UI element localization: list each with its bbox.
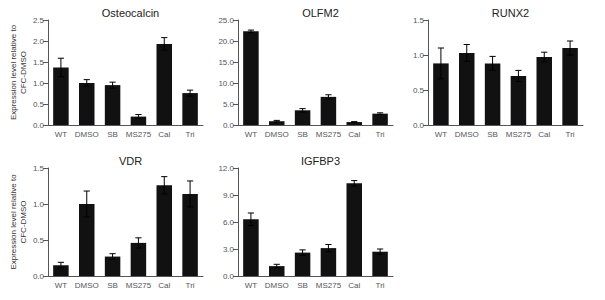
svg-text:Tri: Tri <box>566 130 575 139</box>
svg-text:SB: SB <box>297 130 308 139</box>
svg-text:SB: SB <box>487 130 498 139</box>
svg-text:1.0: 1.0 <box>33 200 45 209</box>
svg-text:MS275: MS275 <box>316 130 342 139</box>
svg-text:10.0: 10.0 <box>218 79 234 88</box>
svg-text:25.0: 25.0 <box>218 16 234 25</box>
svg-text:9.0: 9.0 <box>223 191 235 200</box>
svg-text:0.5: 0.5 <box>413 86 425 95</box>
svg-text:Tri: Tri <box>186 281 195 290</box>
svg-text:DMSO: DMSO <box>75 281 99 290</box>
svg-text:12.0: 12.0 <box>218 164 234 173</box>
svg-text:Cal: Cal <box>158 130 170 139</box>
svg-text:Cal: Cal <box>348 130 360 139</box>
svg-text:VDR: VDR <box>119 155 142 167</box>
svg-text:1.5: 1.5 <box>33 58 45 67</box>
svg-text:WT: WT <box>245 130 258 139</box>
svg-text:WT: WT <box>55 281 68 290</box>
svg-text:1.0: 1.0 <box>413 51 425 60</box>
svg-text:MS275: MS275 <box>506 130 532 139</box>
svg-text:WT: WT <box>55 130 68 139</box>
svg-text:0.0: 0.0 <box>223 272 235 281</box>
svg-text:Cal: Cal <box>158 281 170 290</box>
svg-text:WT: WT <box>245 281 258 290</box>
svg-text:2.5: 2.5 <box>33 16 45 25</box>
svg-text:SB: SB <box>107 130 118 139</box>
svg-text:Tri: Tri <box>376 130 385 139</box>
svg-text:2.0: 2.0 <box>33 37 45 46</box>
svg-text:1.0: 1.0 <box>33 79 45 88</box>
svg-text:0.5: 0.5 <box>33 236 45 245</box>
svg-text:Tri: Tri <box>186 130 195 139</box>
svg-text:5.0: 5.0 <box>223 100 235 109</box>
svg-text:0.0: 0.0 <box>33 272 45 281</box>
svg-text:Osteocalcin: Osteocalcin <box>102 7 159 19</box>
svg-text:15.0: 15.0 <box>218 58 234 67</box>
svg-text:0.0: 0.0 <box>223 121 235 130</box>
svg-text:6.0: 6.0 <box>223 218 235 227</box>
svg-text:OLFM2: OLFM2 <box>302 7 339 19</box>
svg-text:RUNX2: RUNX2 <box>492 7 529 19</box>
svg-text:DMSO: DMSO <box>265 281 289 290</box>
svg-text:WT: WT <box>435 130 448 139</box>
svg-text:MS275: MS275 <box>126 281 152 290</box>
svg-text:IGFBP3: IGFBP3 <box>301 155 340 167</box>
svg-text:Expression level relative to: Expression level relative to <box>9 174 18 270</box>
svg-text:0.0: 0.0 <box>413 121 425 130</box>
svg-text:SB: SB <box>107 281 118 290</box>
svg-text:Cal: Cal <box>538 130 550 139</box>
svg-text:1.5: 1.5 <box>33 164 45 173</box>
svg-text:0.0: 0.0 <box>33 121 45 130</box>
svg-text:1.5: 1.5 <box>413 16 425 25</box>
svg-text:Cal: Cal <box>348 281 360 290</box>
svg-text:MS275: MS275 <box>126 130 152 139</box>
svg-text:DMSO: DMSO <box>75 130 99 139</box>
svg-text:20.0: 20.0 <box>218 37 234 46</box>
svg-text:DMSO: DMSO <box>455 130 479 139</box>
svg-text:Tri: Tri <box>376 281 385 290</box>
svg-text:MS275: MS275 <box>316 281 342 290</box>
svg-text:3.0: 3.0 <box>223 245 235 254</box>
svg-text:0.5: 0.5 <box>33 100 45 109</box>
svg-text:Expression level relative to: Expression level relative to <box>9 24 18 120</box>
svg-text:CFC-DMSO: CFC-DMSO <box>19 51 28 94</box>
svg-text:CFC-DMSO: CFC-DMSO <box>19 200 28 243</box>
svg-text:DMSO: DMSO <box>265 130 289 139</box>
svg-text:SB: SB <box>297 281 308 290</box>
